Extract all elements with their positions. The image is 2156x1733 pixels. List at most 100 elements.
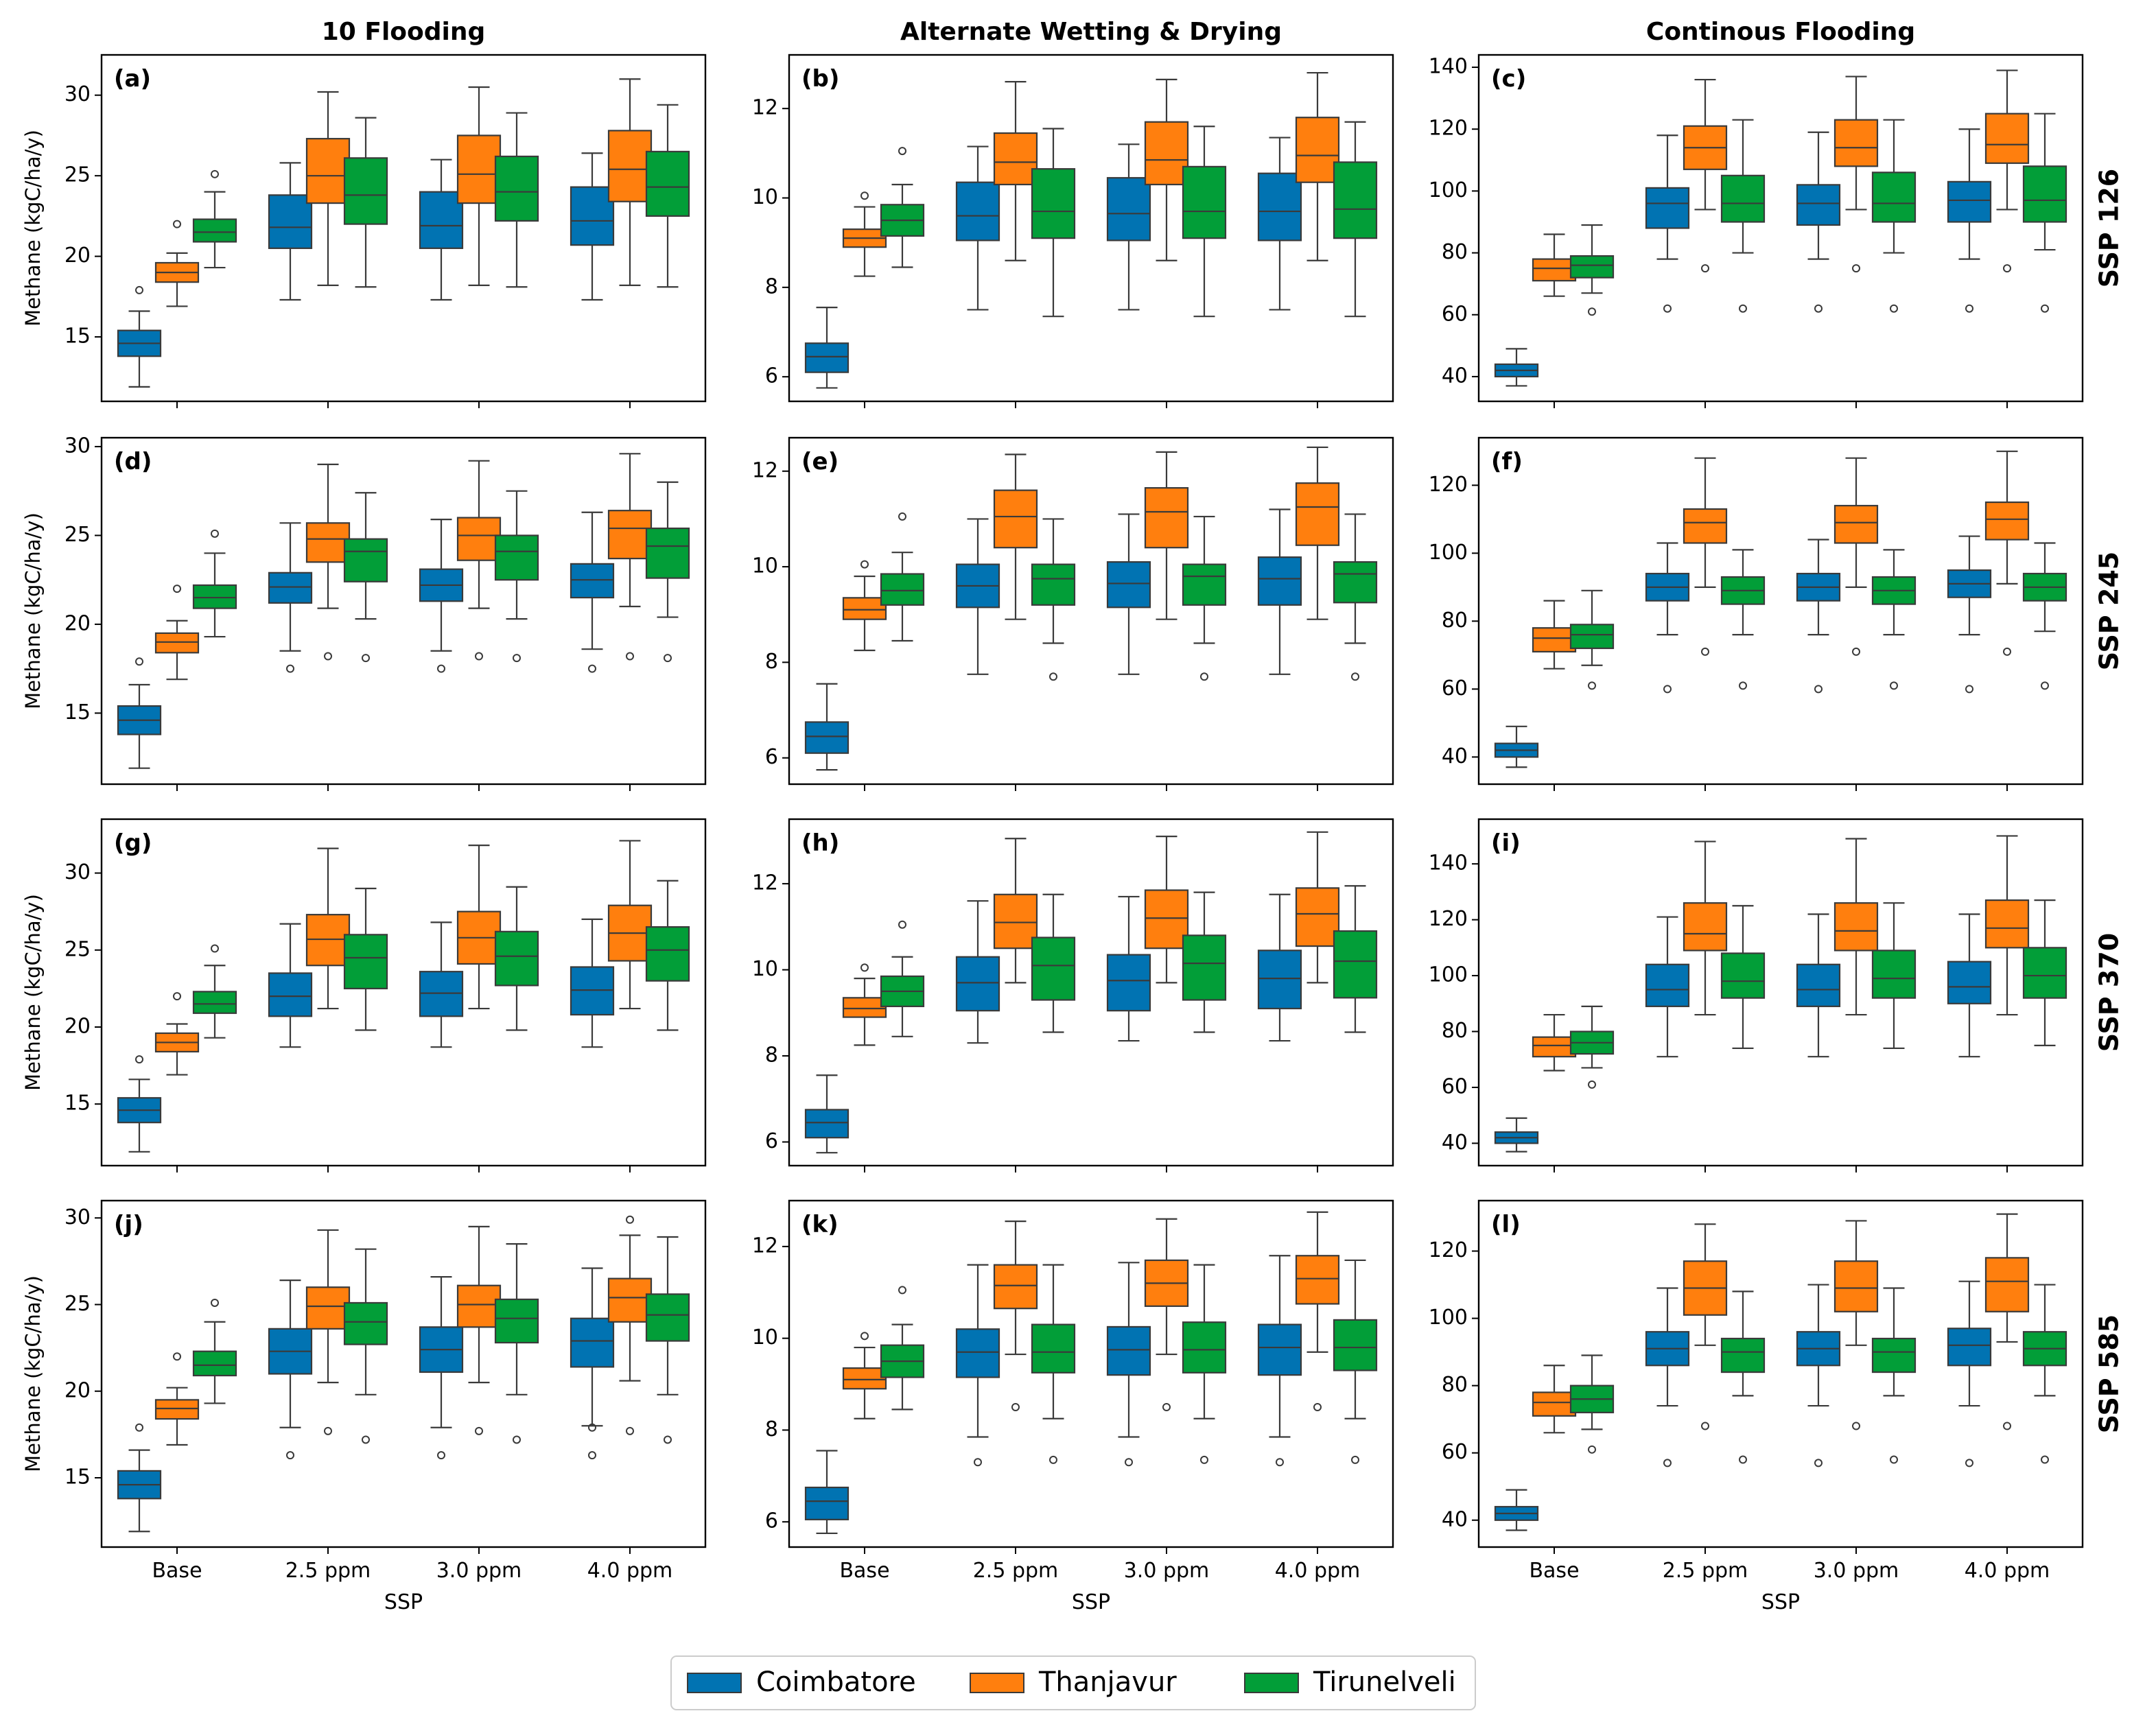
panel: 6 8 10 12 (h) xyxy=(752,818,1394,1172)
y-tick-label: 10 xyxy=(752,1325,778,1349)
outlier-point xyxy=(898,920,906,929)
outlier-point xyxy=(1965,304,1973,313)
y-tick-label: 100 xyxy=(1429,963,1468,987)
outlier-point xyxy=(1890,681,1898,690)
box-tirunelveli xyxy=(1031,563,1076,606)
row-title: SSP 585 xyxy=(2094,1315,2124,1433)
plot-frame xyxy=(1477,818,2084,1167)
outlier-point xyxy=(1351,1455,1359,1464)
outlier-point xyxy=(1890,1455,1898,1464)
y-tick-label: 25 xyxy=(65,937,91,961)
box-coimbatore xyxy=(955,956,1000,1012)
outlier-point xyxy=(2003,264,2011,273)
y-tick-label: 12 xyxy=(752,1234,778,1258)
box-coimbatore xyxy=(955,181,1000,241)
outlier-point xyxy=(588,1423,596,1432)
y-axis-label: Methane (kgC/ha/y) xyxy=(21,512,45,709)
outlier-point xyxy=(1739,1455,1747,1464)
y-tick-label: 15 xyxy=(65,1465,91,1489)
outlier-point xyxy=(2003,1422,2011,1430)
outlier-point xyxy=(173,992,181,1001)
box-thanjavur xyxy=(305,1286,351,1330)
y-tick-label: 120 xyxy=(1429,907,1468,931)
box-thanjavur xyxy=(993,1264,1038,1310)
y-tick-label: 8 xyxy=(765,274,778,298)
box-thanjavur xyxy=(993,132,1038,186)
x-tick-label: Base xyxy=(1529,1559,1579,1583)
outlier-point xyxy=(1049,1455,1057,1464)
outlier-point xyxy=(475,652,483,661)
box-tirunelveli xyxy=(1031,168,1076,239)
plot-frame xyxy=(788,818,1394,1167)
y-tick-label: 80 xyxy=(1442,1019,1468,1043)
panel-label: (k) xyxy=(801,1211,839,1238)
y-tick-label: 120 xyxy=(1429,117,1468,141)
outlier-point xyxy=(437,1451,445,1460)
y-tick-label: 30 xyxy=(65,860,91,884)
y-tick-label: 12 xyxy=(752,871,778,895)
y-tick-label: 60 xyxy=(1442,1074,1468,1098)
legend: Coimbatore Thanjavur Tirunelveli xyxy=(670,1655,1476,1710)
box-tirunelveli xyxy=(1871,1337,1917,1374)
panel: 40 60 80 100 120 140 (c) xyxy=(1429,54,2084,408)
outlier-point xyxy=(898,1286,906,1295)
box-tirunelveli xyxy=(1871,172,1917,223)
panel-label: (d) xyxy=(114,448,152,475)
outlier-point xyxy=(437,664,445,673)
outlier-point xyxy=(211,529,219,538)
box-tirunelveli xyxy=(192,584,237,609)
row-title: SSP 370 xyxy=(2094,933,2124,1052)
x-tick-label: 3.0 ppm xyxy=(1124,1559,1210,1583)
box-coimbatore xyxy=(570,966,615,1016)
x-tick-label: 2.5 ppm xyxy=(1663,1559,1748,1583)
box-coimbatore xyxy=(804,1486,849,1520)
y-tick-label: 12 xyxy=(752,458,778,482)
y-tick-label: 15 xyxy=(65,700,91,724)
y-tick-label: 140 xyxy=(1429,55,1468,79)
box-tirunelveli xyxy=(192,1350,237,1377)
x-tick-label: Base xyxy=(152,1559,202,1583)
outlier-point xyxy=(860,1332,869,1341)
box-thanjavur xyxy=(1833,1260,1879,1312)
box-thanjavur xyxy=(993,489,1038,549)
x-tick-label: Base xyxy=(839,1559,889,1583)
y-tick-label: 40 xyxy=(1442,364,1468,388)
box-tirunelveli xyxy=(1182,934,1227,1001)
box-coimbatore xyxy=(1106,954,1151,1012)
outlier-point xyxy=(1852,264,1860,273)
outlier-point xyxy=(173,1352,181,1361)
box-thanjavur xyxy=(456,1284,502,1328)
y-tick-label: 20 xyxy=(65,1378,91,1402)
y-tick-label: 25 xyxy=(65,523,91,547)
outlier-point xyxy=(860,963,869,972)
plot-frame xyxy=(1477,54,2084,403)
outlier-point xyxy=(1351,672,1359,681)
outlier-point xyxy=(1814,1459,1823,1467)
box-tirunelveli xyxy=(343,538,388,582)
box-thanjavur xyxy=(1532,627,1577,653)
box-tirunelveli xyxy=(1871,950,1917,999)
box-coimbatore xyxy=(1257,950,1302,1010)
box-tirunelveli xyxy=(645,527,690,579)
box-thanjavur xyxy=(305,914,351,967)
box-tirunelveli xyxy=(1720,174,1766,223)
outlier-point xyxy=(2041,681,2049,690)
outlier-point xyxy=(135,1055,143,1064)
x-tick-label: 3.0 ppm xyxy=(1814,1559,1899,1583)
outlier-point xyxy=(1701,1422,1709,1430)
box-coimbatore xyxy=(1106,177,1151,241)
outlier-point xyxy=(898,147,906,156)
box-coimbatore xyxy=(1257,556,1302,606)
box-thanjavur xyxy=(1984,1257,2030,1312)
panel-label: (a) xyxy=(114,65,151,93)
plot-frame xyxy=(100,818,707,1167)
box-thanjavur xyxy=(1144,121,1189,186)
box-thanjavur xyxy=(1833,902,1879,952)
panel: 15 20 25 30 Methane (kgC/ha/y) (d) xyxy=(21,434,707,791)
y-tick-label: 20 xyxy=(65,244,91,268)
box-thanjavur xyxy=(154,1399,200,1420)
panel: 15 20 25 30 Methane (kgC/ha/y) (a) xyxy=(21,54,707,408)
box-thanjavur xyxy=(1295,482,1340,546)
box-coimbatore xyxy=(1645,963,1690,1007)
box-tirunelveli xyxy=(1333,161,1378,239)
